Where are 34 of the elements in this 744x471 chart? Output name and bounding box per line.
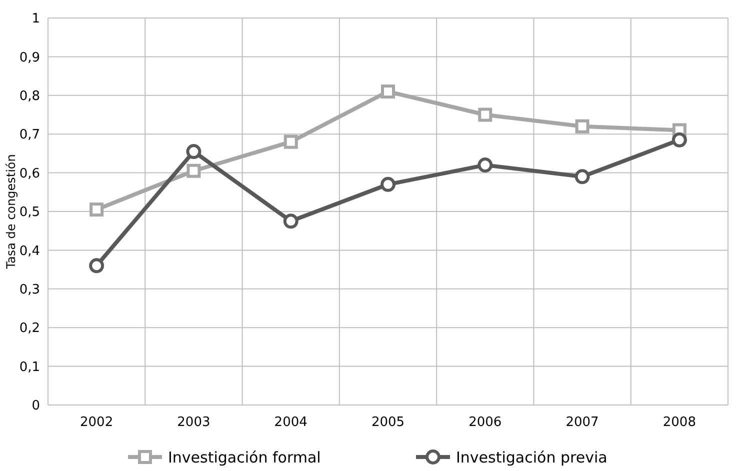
x-tick-label: 2006	[468, 415, 502, 430]
y-tick-label: 0,9	[19, 50, 40, 66]
y-tick-label: 0,8	[19, 88, 40, 104]
point	[186, 164, 201, 178]
y-tick-label: 0,4	[19, 244, 40, 259]
legend-label: Investigación previa	[456, 448, 608, 466]
point	[89, 258, 104, 274]
x-tick-label: 2005	[371, 415, 405, 430]
y-tick-label: 1	[32, 12, 40, 27]
x-tick-label: 2002	[80, 415, 114, 430]
y-tick-label: 0	[32, 398, 40, 414]
point	[283, 214, 298, 229]
point	[381, 84, 395, 99]
point	[575, 119, 590, 134]
point	[186, 144, 202, 160]
y-tick-label: 0,2	[19, 321, 40, 336]
y-tick-label: 0,5	[19, 205, 40, 220]
legend-label: Investigación formal	[168, 448, 321, 466]
x-tick-label: 2007	[566, 415, 599, 430]
y-axis-title: Tasa de congestión	[4, 154, 18, 270]
y-tick-label: 0,1	[19, 360, 40, 375]
point	[478, 108, 492, 122]
y-tick-label: 0,6	[19, 166, 40, 182]
point	[284, 134, 298, 149]
point	[380, 176, 396, 192]
point	[574, 169, 590, 184]
x-tick-label: 2003	[177, 415, 210, 430]
point	[478, 158, 493, 173]
point	[90, 202, 104, 217]
point	[672, 132, 687, 148]
y-tick-label: 0,3	[19, 282, 40, 298]
x-tick-label: 2004	[274, 415, 308, 430]
y-tick-label: 0,7	[19, 128, 40, 143]
x-tick-label: 2008	[662, 415, 696, 430]
